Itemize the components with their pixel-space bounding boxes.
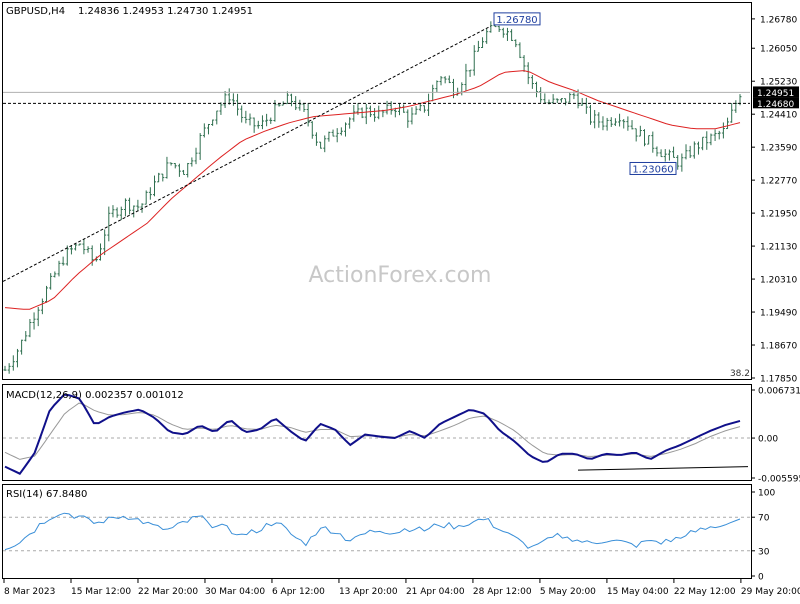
price-axis: 1.26780 1.26050 1.25230 1.24410 1.23590 1.227… [751,15,799,385]
price-tick-label: 1.23590 [760,144,797,154]
price-tick-label: 1.26050 [760,45,797,55]
macd-divergence-line [577,466,749,471]
price-tick-label: 1.25230 [760,78,797,88]
time-tick-label: 13 Apr 20:00 [339,587,398,597]
macd-line [4,393,741,475]
time-tick-label: 22 May 12:00 [674,587,736,597]
time-axis: 8 Mar 2023 15 Mar 12:00 22 Mar 20:00 30 Mar… [3,579,800,597]
rsi-tick-label: 70 [758,514,770,524]
time-tick-label: 15 Mar 12:00 [71,587,131,597]
swing-low-label: 1.23060 [632,164,673,175]
price-tick-label: 1.24410 [760,111,797,121]
price-tick-label: 1.21950 [760,210,797,220]
macd-signal-line [4,402,741,460]
time-tick-label: 29 May 20:00 [741,587,800,597]
swing-high-label-box [493,12,541,26]
rsi-tick-label: 0 [758,573,764,583]
time-tick-label: 5 May 20:00 [540,587,596,597]
time-tick-label: 30 Mar 04:00 [205,587,265,597]
level-price-tag-box [753,97,799,109]
price-tick-label: 1.17850 [760,375,797,385]
watermark: ActionForex.com [309,263,492,288]
time-tick-label: 8 Mar 2023 [4,587,55,597]
price-tick-label: 1.22770 [760,177,797,187]
price-tick-label: 1.19490 [760,309,797,319]
time-tick-label: 22 Mar 20:00 [138,587,198,597]
chart-symbol: GBPUSD,H4 [6,6,65,17]
swing-low-label-box [629,161,677,175]
macd-axis: 0.006731 0.00 -0.005595 [751,387,800,485]
macd-panel [3,393,751,475]
macd-panel-frame [2,384,752,481]
price-tick-label: 1.21130 [760,243,797,253]
rsi-tick-label: 30 [758,547,770,557]
time-tick-label: 6 Apr 12:00 [272,587,325,597]
rising-trendline [2,25,491,282]
chart-ohlc: 1.24836 1.24953 1.24730 1.24951 [78,6,253,17]
rsi-axis: 100 70 30 0 [751,489,775,583]
price-panel: 1.26780 1.23060 38.2 [2,12,750,379]
level-price-tag: 1.24680 [757,100,794,110]
price-tick-label: 1.20310 [760,276,797,286]
moving-average-line [4,70,741,310]
macd-tick-label: -0.005595 [758,475,800,485]
rsi-line [4,512,741,551]
price-panel-frame [2,2,752,380]
macd-tick-label: 0.00 [758,435,778,445]
rsi-panel [3,512,751,552]
macd-header: MACD(12,26,9) 0.002357 0.001012 [6,390,184,401]
current-price-tag: 1.24951 [757,89,794,99]
time-tick-label: 28 Apr 12:00 [473,587,532,597]
rsi-panel-frame [2,484,752,579]
time-tick-label: 15 May 04:00 [607,587,669,597]
time-tick-label: 21 Apr 04:00 [406,587,465,597]
rsi-header: RSI(14) 67.8480 [6,489,87,500]
swing-high-label: 1.26780 [496,15,537,26]
price-tick-label: 1.26780 [760,15,797,25]
rsi-tick-label: 100 [758,489,775,499]
macd-tick-label: 0.006731 [758,387,800,397]
fib-level-label: 38.2 [730,369,750,379]
current-price-tag-box [753,86,799,98]
price-tick-label: 1.18670 [760,342,797,352]
